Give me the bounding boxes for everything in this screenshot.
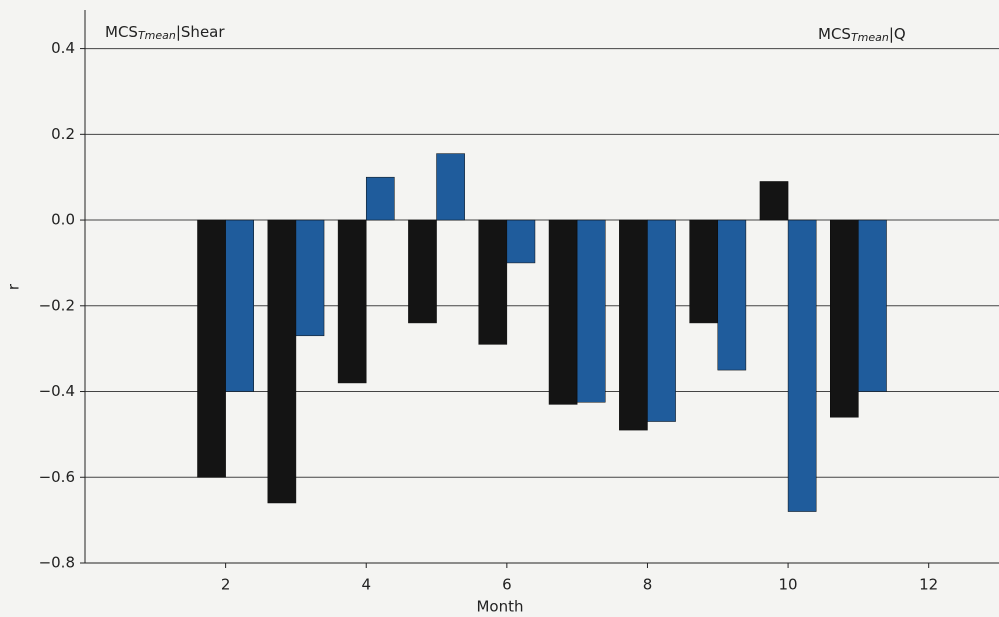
bar bbox=[830, 219, 859, 418]
bar bbox=[197, 219, 226, 478]
bar bbox=[619, 219, 648, 431]
bar bbox=[365, 176, 395, 221]
bar bbox=[717, 219, 747, 371]
bar bbox=[436, 153, 465, 221]
x-tick-label: 8 bbox=[643, 576, 653, 594]
x-tick-label: 6 bbox=[502, 576, 512, 594]
y-tick-label: 0.4 bbox=[51, 39, 75, 57]
bar bbox=[506, 219, 536, 264]
bar bbox=[548, 219, 578, 405]
x-tick-label: 2 bbox=[221, 576, 231, 594]
bar bbox=[295, 219, 325, 337]
annotation-sub: Tmean bbox=[138, 29, 176, 42]
x-tick-label: 12 bbox=[919, 576, 938, 594]
bar bbox=[478, 219, 508, 345]
bar bbox=[225, 219, 254, 392]
bar bbox=[689, 219, 719, 324]
y-axis-label: r bbox=[5, 283, 23, 290]
x-axis-label: Month bbox=[476, 598, 523, 616]
x-tick-label: 4 bbox=[361, 576, 371, 594]
y-tick-label: −0.4 bbox=[39, 382, 75, 400]
bar bbox=[759, 181, 789, 221]
annotation-rest: |Q bbox=[889, 25, 906, 43]
bar bbox=[267, 219, 297, 504]
bar bbox=[647, 219, 676, 422]
y-tick-label: −0.2 bbox=[39, 296, 75, 314]
bar bbox=[787, 219, 817, 512]
y-tick-label: −0.8 bbox=[39, 554, 75, 572]
annotation-sub: Tmean bbox=[851, 31, 889, 44]
x-tick-label: 10 bbox=[779, 576, 798, 594]
y-tick-label: −0.6 bbox=[39, 468, 75, 486]
y-tick-label: 0.2 bbox=[51, 125, 75, 143]
bar bbox=[337, 219, 367, 384]
bar bbox=[408, 219, 437, 324]
annotation-rest: |Shear bbox=[176, 23, 226, 41]
y-tick-label: 0.0 bbox=[51, 211, 75, 229]
annotation: MCSTmean|Shear bbox=[105, 23, 225, 43]
annotation: MCSTmean|Q bbox=[818, 25, 906, 45]
annotation-main: MCS bbox=[105, 23, 138, 41]
annotation-main: MCS bbox=[818, 25, 851, 43]
bar bbox=[858, 219, 887, 392]
bar bbox=[576, 219, 606, 403]
